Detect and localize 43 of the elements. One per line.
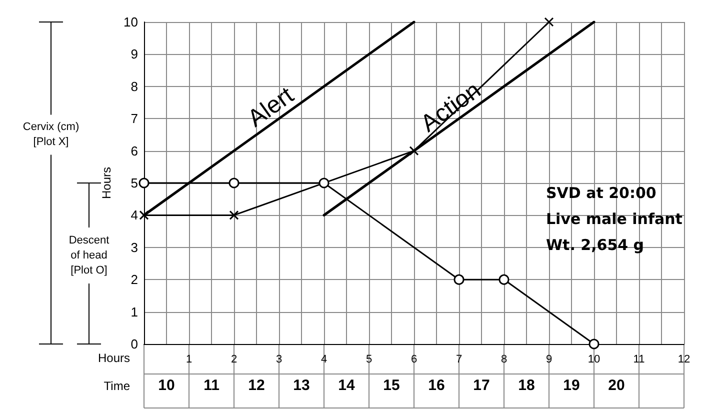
x2-tick-label: 13 xyxy=(293,377,310,394)
annotation: Wt. 2,654 g xyxy=(546,236,644,254)
x-tick-label: 8 xyxy=(500,354,508,366)
x2-tick-label: 14 xyxy=(338,377,356,394)
x-tick-label: 12 xyxy=(678,354,690,366)
annotation: Live male infant xyxy=(546,210,682,228)
x-tick-label: 1 xyxy=(186,354,192,366)
x-tick-label: 6 xyxy=(410,354,418,366)
y-tick-label: 10 xyxy=(124,14,138,30)
y-tick-label: 7 xyxy=(130,111,138,126)
x-tick-label: 2 xyxy=(230,354,238,366)
y-tick-label: 1 xyxy=(130,304,138,320)
x2-tick-label: 17 xyxy=(473,377,490,394)
annotation: SVD at 20:00 xyxy=(546,184,656,202)
x-tick-label: 9 xyxy=(546,354,552,366)
y-tick-label: 8 xyxy=(130,78,138,94)
x-tick-label: 3 xyxy=(276,354,282,366)
x2-tick-label: 18 xyxy=(518,377,535,394)
x2-tick-label: 19 xyxy=(563,377,580,394)
x2-tick-label: 16 xyxy=(428,377,445,394)
text: Cervix (cm) [Plot X] xyxy=(22,121,80,148)
y-tick-label: 4 xyxy=(130,208,138,223)
x-tick-label: 5 xyxy=(366,354,372,366)
y-tick-label: 6 xyxy=(130,143,138,158)
y-tick-label: 5 xyxy=(130,176,138,190)
x2-tick-label: 15 xyxy=(383,377,400,394)
x2-tick-label: 10 xyxy=(158,377,175,394)
y-tick-label: 0 xyxy=(130,336,138,352)
y-tick-label: 3 xyxy=(130,240,138,255)
text: Alert xyxy=(242,82,300,133)
x-tick-label: 10 xyxy=(588,354,600,366)
x2-tick-label: 20 xyxy=(608,377,625,394)
x2-axis-title: Time xyxy=(104,379,130,393)
x2-tick-label: 12 xyxy=(248,377,265,394)
x-tick-label: 11 xyxy=(633,354,645,366)
x-axis-title: Hours xyxy=(98,351,130,365)
y-tick-label: 9 xyxy=(130,46,138,62)
x2-tick-label: 11 xyxy=(204,377,220,394)
y-axis-title: Hours xyxy=(100,166,114,200)
x-tick-label: 7 xyxy=(456,354,462,366)
text: Descent of head [Plot O] xyxy=(68,234,110,276)
x-tick-label: 4 xyxy=(320,354,328,366)
y-tick-label: 2 xyxy=(130,272,138,288)
